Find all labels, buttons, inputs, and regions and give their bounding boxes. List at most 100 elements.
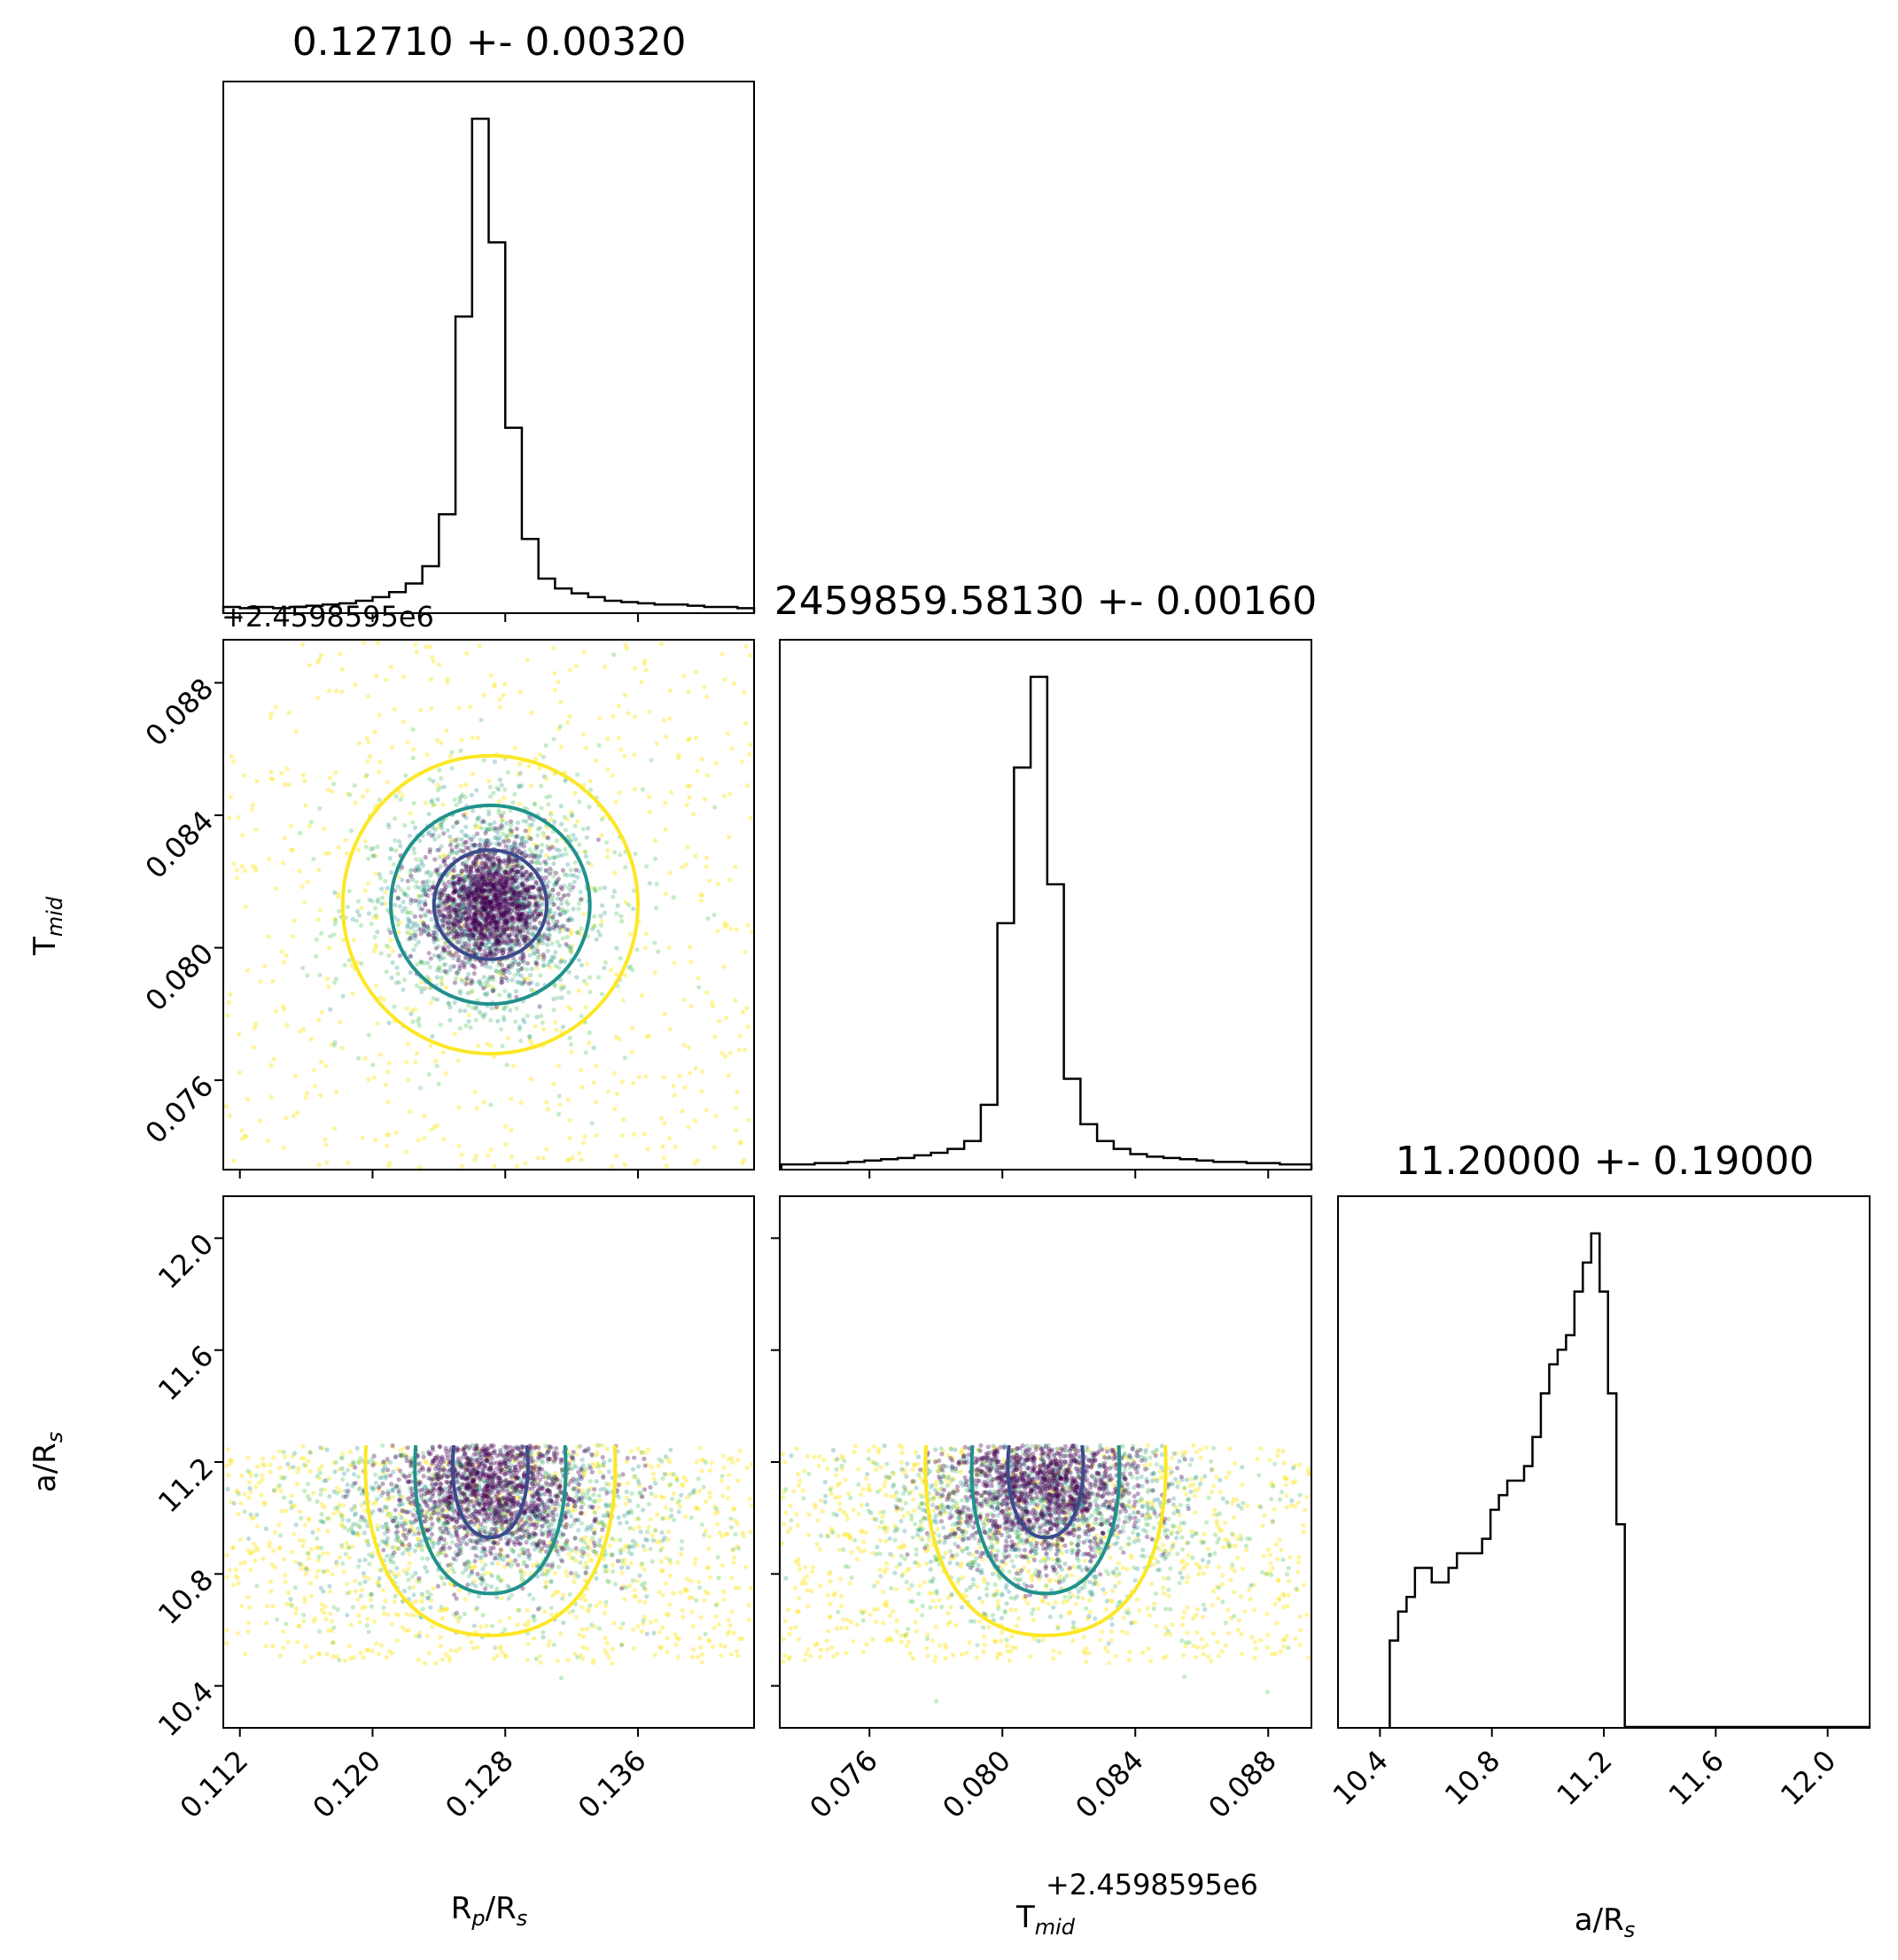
sample-point xyxy=(529,926,535,931)
sample-point xyxy=(250,802,256,807)
sample-point xyxy=(611,1569,616,1575)
sample-point xyxy=(470,932,476,937)
sample-point xyxy=(445,951,450,956)
sample-point xyxy=(467,937,472,942)
sample-point xyxy=(668,789,673,795)
sample-point xyxy=(630,1578,635,1583)
sample-point xyxy=(519,783,525,789)
sample-point xyxy=(254,779,260,784)
sample-point xyxy=(496,866,502,871)
sample-point xyxy=(449,1540,455,1545)
sample-point xyxy=(560,1024,566,1030)
sample-point xyxy=(459,867,464,874)
sample-point xyxy=(731,1506,736,1512)
sample-point xyxy=(497,1619,503,1624)
sample-point xyxy=(457,1614,463,1620)
sample-point xyxy=(529,1040,534,1046)
sample-point xyxy=(443,968,448,975)
sample-point xyxy=(424,644,429,649)
sample-point xyxy=(439,979,444,984)
sample-point xyxy=(299,1456,304,1461)
sample-point xyxy=(526,981,532,986)
sample-point xyxy=(242,773,247,778)
hist-bar xyxy=(1197,1161,1214,1170)
sample-point xyxy=(497,777,502,782)
sample-point xyxy=(282,782,288,787)
sample-point xyxy=(594,1132,599,1139)
sample-point xyxy=(704,864,709,869)
sample-point xyxy=(467,872,472,878)
sample-point xyxy=(720,651,725,657)
sample-point xyxy=(323,851,329,857)
sample-point xyxy=(522,1020,527,1025)
sample-point xyxy=(466,1019,471,1024)
sample-point xyxy=(524,897,529,902)
sample-point xyxy=(447,754,453,759)
sample-point xyxy=(639,1450,645,1455)
sample-point xyxy=(381,1611,386,1616)
sample-point xyxy=(453,976,459,981)
sample-point xyxy=(297,1029,302,1034)
sample-point xyxy=(538,973,543,978)
sample-point xyxy=(479,892,485,898)
sample-point xyxy=(438,821,443,826)
sample-point xyxy=(552,983,557,989)
sample-point xyxy=(533,916,539,922)
sample-point xyxy=(558,744,564,750)
sample-point xyxy=(685,844,690,850)
sample-point xyxy=(337,1657,342,1663)
sample-point xyxy=(735,1653,741,1659)
hist-bar xyxy=(472,119,489,613)
sample-point xyxy=(595,837,602,843)
sample-point xyxy=(413,884,418,890)
sample-point xyxy=(463,1597,468,1602)
sample-point xyxy=(695,1158,700,1163)
sample-point xyxy=(727,1050,734,1055)
sample-point xyxy=(456,1588,462,1593)
sample-point xyxy=(426,1071,432,1077)
sample-point xyxy=(488,867,494,872)
sample-point xyxy=(436,965,441,970)
sample-point xyxy=(393,794,399,799)
sample-point xyxy=(632,714,638,719)
sample-point xyxy=(321,1551,326,1557)
sample-point xyxy=(654,881,659,887)
sample-point xyxy=(481,900,486,906)
sample-point xyxy=(570,1608,576,1614)
sample-point xyxy=(355,847,361,852)
sample-point xyxy=(618,852,623,858)
sample-point xyxy=(469,990,474,995)
sample-point xyxy=(413,642,418,648)
sample-point xyxy=(525,1013,531,1018)
sample-point xyxy=(542,859,548,864)
sample-point xyxy=(612,870,618,876)
sample-point xyxy=(253,865,258,870)
sample-point xyxy=(404,1060,409,1065)
sample-point xyxy=(527,836,533,841)
sample-point xyxy=(328,934,333,939)
sample-point xyxy=(452,888,457,893)
sample-point xyxy=(432,827,438,832)
sample-point xyxy=(299,884,305,890)
sample-point xyxy=(435,871,440,876)
sample-point xyxy=(405,922,410,928)
sample-point xyxy=(373,906,378,911)
sample-point xyxy=(446,1568,451,1574)
sample-point xyxy=(483,928,488,933)
sample-point xyxy=(541,1026,547,1031)
sample-point xyxy=(300,1544,306,1549)
sample-point xyxy=(362,640,367,645)
sample-point xyxy=(242,1509,247,1514)
sample-point xyxy=(492,682,497,688)
sample-point xyxy=(491,906,496,912)
sample-point xyxy=(463,1008,468,1014)
sample-point xyxy=(713,760,720,766)
sample-point xyxy=(676,755,681,761)
sample-point xyxy=(698,1614,704,1620)
sample-point xyxy=(359,961,364,967)
sample-point xyxy=(427,965,433,970)
sample-point xyxy=(270,776,276,782)
sample-point xyxy=(678,1590,683,1595)
sample-point xyxy=(680,1108,685,1114)
sample-point xyxy=(472,1157,478,1163)
